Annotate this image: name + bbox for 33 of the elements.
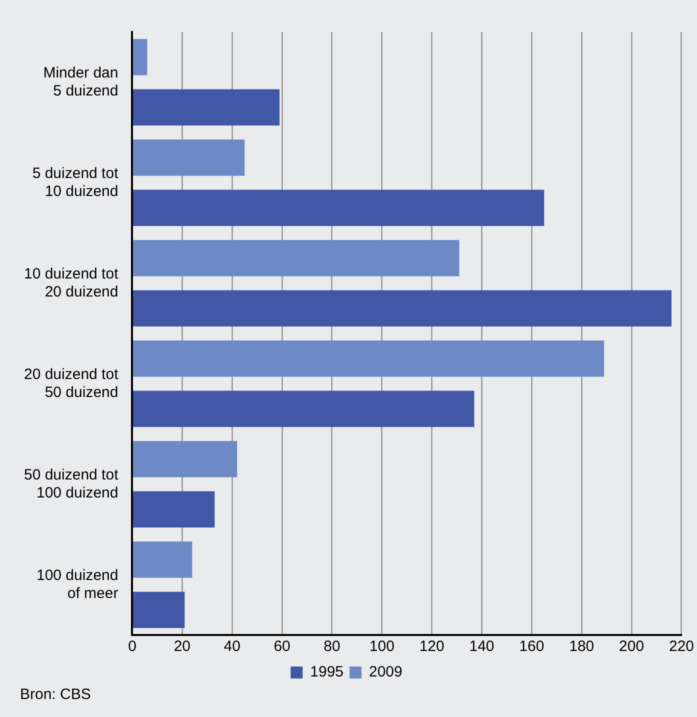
bar <box>132 491 215 528</box>
bar <box>132 290 672 326</box>
x-tick-label: 20 <box>174 638 191 656</box>
x-tick-label: 160 <box>519 638 544 656</box>
bar <box>132 340 604 377</box>
y-tick-label: 5 duizend tot 10 duizend <box>32 164 120 200</box>
bar <box>132 39 148 76</box>
x-tick-label: 100 <box>369 638 394 656</box>
bar <box>132 190 544 226</box>
x-tick-label: 180 <box>569 638 594 656</box>
bar <box>132 592 185 628</box>
legend-label: 2009 <box>369 664 402 681</box>
y-tick-label: 100 duizend of meer <box>36 566 118 602</box>
bar <box>132 441 238 478</box>
x-tick-label: 60 <box>274 638 290 656</box>
x-tick-label: 40 <box>224 638 240 656</box>
bar <box>132 542 192 578</box>
y-tick-label: 50 duizend tot 100 duizend <box>24 466 120 502</box>
x-tick-label: 0 <box>128 638 136 656</box>
y-tick-label: 10 duizend tot 20 duizend <box>24 265 120 300</box>
x-tick-label: 220 <box>668 638 694 656</box>
bar <box>132 390 474 427</box>
x-tick-label: 200 <box>619 638 644 656</box>
bar <box>132 240 460 276</box>
text: Bron: CBS <box>20 686 91 703</box>
bar <box>132 89 280 126</box>
x-tick-label: 120 <box>419 638 444 656</box>
legend-label: 1995 <box>310 664 344 681</box>
x-tick-label: 80 <box>324 638 340 656</box>
y-tick-label: Minder dan 5 duizend <box>43 64 118 100</box>
y-tick-label: 20 duizend tot 50 duizend <box>24 366 120 401</box>
bar <box>132 140 245 176</box>
x-tick-label: 140 <box>469 638 494 656</box>
